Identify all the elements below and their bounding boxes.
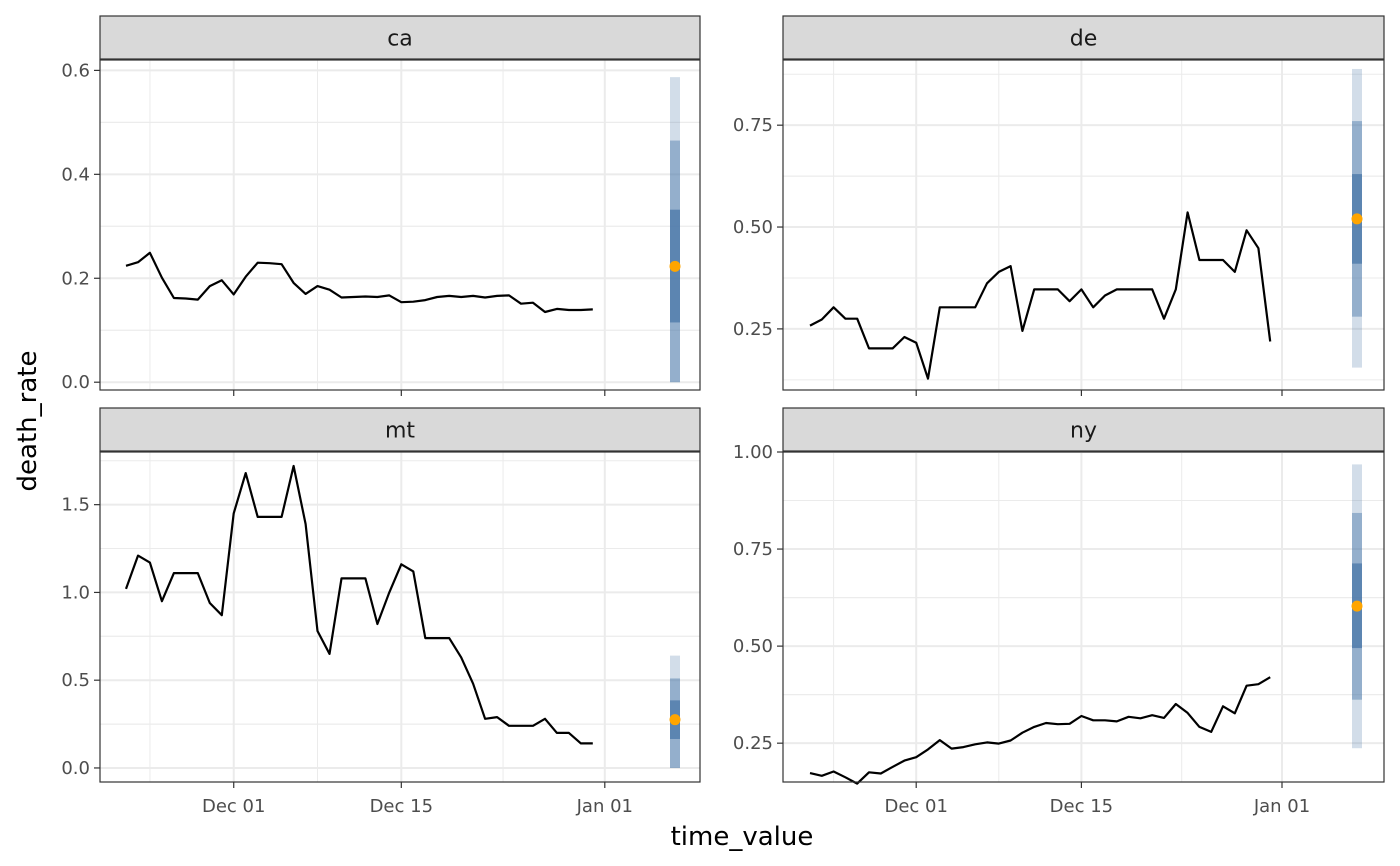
facet-strip-label: ca xyxy=(387,27,413,52)
y-tick-label: 1.0 xyxy=(61,582,90,603)
y-tick-label: 0.5 xyxy=(61,670,90,691)
y-tick-label: 0.75 xyxy=(733,115,773,136)
panel-border xyxy=(99,59,701,391)
forecast-point xyxy=(669,714,681,726)
facet-strip-label: de xyxy=(1070,27,1098,52)
facet-strip-label: ny xyxy=(1070,419,1097,444)
y-tick-label: 1.5 xyxy=(61,495,90,516)
panel-border xyxy=(99,451,701,783)
x-tick-label: Dec 01 xyxy=(884,796,947,817)
forecast-point xyxy=(1351,600,1363,612)
y-tick-label: 0.0 xyxy=(61,372,90,393)
facet-strip-label: mt xyxy=(385,419,415,444)
panel-background xyxy=(100,60,700,390)
panels-layer: 0.0 0.2 0.4 0.6 ca 0.25 0.50 0.75 de 0.0 0.5 1.0 1.5… xyxy=(61,15,1385,817)
panel-background xyxy=(783,60,1384,390)
panel-border xyxy=(782,451,1385,783)
facet-strip xyxy=(782,407,1385,452)
x-tick-label: Jan 01 xyxy=(1253,796,1310,817)
y-tick-label: 1.00 xyxy=(733,442,773,463)
panel-de: 0.25 0.50 0.75 de xyxy=(733,15,1385,396)
y-tick-label: 0.25 xyxy=(733,733,773,754)
series-line xyxy=(125,251,593,314)
panel-ca: 0.0 0.2 0.4 0.6 ca xyxy=(61,15,701,396)
y-tick-label: 0.50 xyxy=(733,636,773,657)
y-tick-label: 0.4 xyxy=(61,164,90,185)
series-line xyxy=(124,464,593,745)
x-tick-label: Dec 01 xyxy=(202,796,265,817)
x-axis-title: time_value xyxy=(671,822,814,852)
y-axis-title: death_rate xyxy=(13,351,43,492)
y-tick-label: 0.2 xyxy=(61,268,90,289)
x-tick-label: Jan 01 xyxy=(576,796,633,817)
panel-border xyxy=(782,59,1385,391)
y-tick-label: 0.25 xyxy=(733,319,773,340)
panel-background xyxy=(100,452,700,782)
facet-strip xyxy=(782,15,1385,60)
y-tick-label: 0.75 xyxy=(733,539,773,560)
y-tick-label: 0.50 xyxy=(733,217,773,238)
series-line xyxy=(809,676,1271,785)
forecast-point xyxy=(1351,213,1363,225)
x-tick-label: Dec 15 xyxy=(1050,796,1113,817)
forecast-point xyxy=(669,260,681,272)
x-tick-label: Dec 15 xyxy=(370,796,433,817)
facet-strip xyxy=(99,15,701,60)
panel-ny: 0.25 0.50 0.75 1.00 ny Dec 01 Dec 15 Jan 01 xyxy=(733,407,1385,817)
facet-strip xyxy=(99,407,701,452)
panel-mt: 0.0 0.5 1.0 1.5 mt Dec 01 Dec 15 Jan 01 xyxy=(61,407,701,817)
y-tick-label: 0.0 xyxy=(61,758,90,779)
panel-background xyxy=(783,452,1384,782)
series-line xyxy=(809,211,1272,380)
y-tick-label: 0.6 xyxy=(61,60,90,81)
